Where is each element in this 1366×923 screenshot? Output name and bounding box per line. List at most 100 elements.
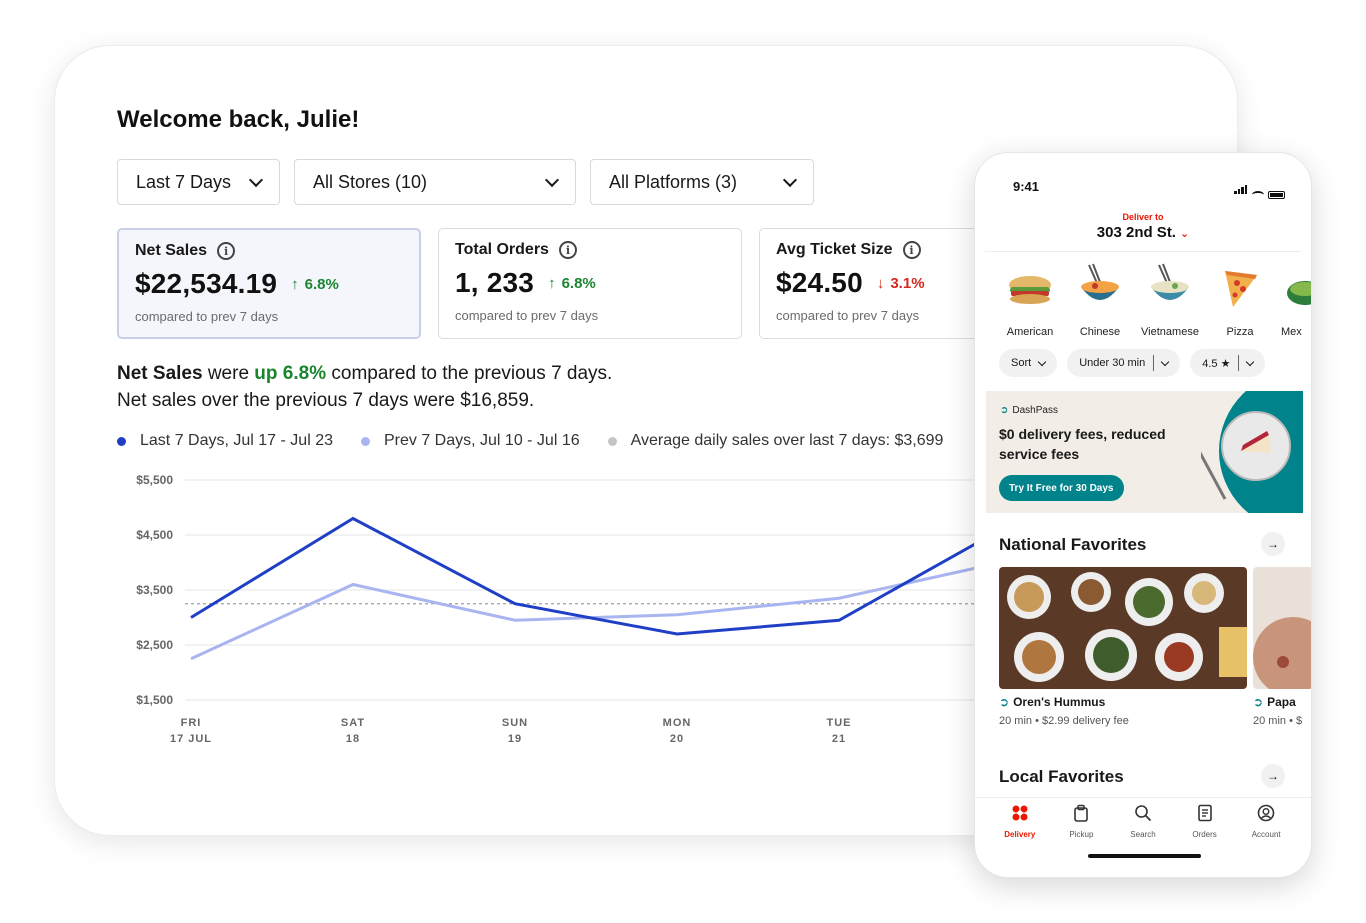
signal-icon	[1234, 181, 1248, 199]
legend-item-previous[interactable]: Prev 7 Days, Jul 10 - Jul 16	[360, 432, 580, 450]
legend-item-average[interactable]: Average daily sales over last 7 days: $3…	[607, 432, 944, 450]
x-tick-day: MON	[663, 717, 692, 729]
x-tick-day: SAT	[341, 717, 365, 729]
address-selector[interactable]: 303 2nd St. ⌄	[975, 224, 1311, 241]
national-favorites-title: National Favorites	[999, 535, 1147, 554]
store-name[interactable]: ➲ Oren's Hummus	[999, 695, 1105, 709]
kpi-card-total-orders[interactable]: Total Orders i 1, 233 ↑ 6.8% compared to p…	[438, 228, 742, 339]
store-image-orens-hummus[interactable]	[999, 567, 1247, 689]
bottom-tab-bar: Delivery Pickup Search Orders Account	[975, 797, 1311, 847]
wifi-icon	[1252, 191, 1264, 199]
pizza-icon	[1225, 271, 1257, 307]
kpi-delta-value: 6.8%	[304, 275, 339, 293]
net-sales-line-chart: $5,500 $4,500 $3,500 $2,500 $1,500 FRI 17 JUL S…	[136, 473, 1037, 745]
dashpass-icon: ➲	[1253, 695, 1264, 709]
orders-icon	[1197, 804, 1212, 822]
summary-suffix: compared to the previous 7 days.	[331, 363, 613, 384]
series-line-current	[190, 516, 1002, 636]
cuisine-chinese[interactable]: Chinese	[1065, 263, 1135, 338]
arrow-right-icon[interactable]: →	[1261, 532, 1285, 556]
tab-delivery[interactable]: Delivery	[993, 798, 1047, 847]
cuisine-mexican[interactable]: Mex	[1275, 263, 1311, 338]
summary-highlight: up 6.8%	[254, 363, 327, 384]
y-tick-label: $4,500	[136, 528, 173, 542]
legend-dot	[117, 436, 126, 446]
dashpass-brand: ➲ DashPass	[1000, 405, 1058, 416]
y-tick-label: $3,500	[136, 583, 173, 597]
date-range-dropdown[interactable]: Last 7 Days	[117, 159, 280, 205]
dashpass-logo-icon: ➲	[1000, 405, 1009, 416]
cuisine-label: Vietnamese	[1141, 326, 1199, 338]
kpi-value: $22,534.19	[135, 268, 278, 299]
store-name[interactable]: ➲ Papa	[1253, 695, 1296, 709]
x-tick-day: SUN	[502, 717, 528, 729]
status-icons	[1234, 181, 1285, 199]
rating-filter-chip[interactable]: 4.5 ★	[1190, 349, 1266, 377]
chevron-down-icon	[1160, 357, 1170, 366]
legend-dot	[360, 436, 370, 446]
promo-cake-illustration	[1201, 391, 1303, 513]
try-free-button[interactable]: Try It Free for 30 Days	[999, 475, 1124, 501]
chip-label: Sort	[1011, 357, 1032, 369]
pickup-icon	[1074, 804, 1089, 822]
dashpass-label: DashPass	[1012, 405, 1058, 416]
welcome-heading: Welcome back, Julie!	[117, 106, 360, 133]
kpi-delta-value: 6.8%	[561, 274, 596, 292]
info-icon[interactable]: i	[902, 241, 921, 259]
x-tick-date: 21	[832, 733, 846, 745]
local-favorites-title: Local Favorites	[999, 767, 1124, 786]
chevron-down-icon	[1246, 357, 1255, 366]
info-icon[interactable]: i	[558, 241, 577, 259]
summary-verb: were	[207, 363, 250, 384]
status-time: 9:41	[1013, 179, 1040, 194]
tab-pickup[interactable]: Pickup	[1054, 798, 1108, 847]
cuisine-pizza[interactable]: Pizza	[1205, 263, 1275, 338]
noodle-bowl-icon	[1081, 263, 1119, 300]
tab-account[interactable]: Account	[1239, 798, 1293, 847]
pho-bowl-icon	[1151, 263, 1189, 300]
divider	[985, 251, 1301, 252]
chip-label: 4.5 ★	[1202, 357, 1231, 370]
store-name-text: Papa	[1267, 695, 1296, 709]
kpi-delta: ↓ 3.1%	[877, 275, 925, 292]
home-indicator	[1088, 854, 1201, 858]
kpi-label: Total Orders	[455, 241, 549, 258]
x-tick-date: 18	[346, 733, 360, 745]
legend-label: Average daily sales over last 7 days: $3…	[630, 432, 944, 449]
y-tick-label: $5,500	[136, 473, 173, 487]
legend-item-current[interactable]: Last 7 Days, Jul 17 - Jul 23	[117, 432, 333, 450]
cuisine-american[interactable]: American	[995, 263, 1065, 338]
tab-label: Orders	[1192, 830, 1217, 839]
summary-metric: Net Sales	[117, 363, 203, 384]
date-range-label: Last 7 Days	[136, 171, 232, 192]
chevron-down-icon	[248, 172, 264, 187]
tab-orders[interactable]: Orders	[1178, 798, 1232, 847]
tab-label: Pickup	[1069, 830, 1094, 839]
chevron-down-icon: ⌄	[1179, 228, 1190, 240]
sandwich-icon	[1009, 276, 1051, 304]
account-icon	[1257, 804, 1275, 822]
kpi-compare-text: compared to prev 7 days	[776, 308, 920, 323]
kpi-card-net-sales[interactable]: Net Sales i $22,534.19 ↑ 6.8% compared to …	[117, 228, 421, 339]
dashpass-icon: ➲	[999, 695, 1010, 709]
chevron-down-icon	[544, 172, 560, 187]
cuisine-vietnamese[interactable]: Vietnamese	[1135, 263, 1205, 338]
arrow-up-icon: ↑	[291, 275, 299, 293]
kpi-delta: ↑ 6.8%	[291, 276, 339, 293]
dashpass-promo-banner[interactable]: ➲ DashPass $0 delivery fees, reduced serv…	[986, 391, 1303, 513]
platforms-dropdown[interactable]: All Platforms (3)	[590, 159, 814, 205]
time-filter-chip[interactable]: Under 30 min	[1067, 349, 1181, 377]
y-tick-label: $2,500	[136, 638, 173, 652]
stores-dropdown[interactable]: All Stores (10)	[294, 159, 576, 205]
tab-search[interactable]: Search	[1116, 798, 1170, 847]
arrow-right-icon[interactable]: →	[1261, 764, 1285, 788]
kpi-compare-text: compared to prev 7 days	[455, 308, 599, 323]
kpi-value: $24.50	[776, 267, 863, 298]
info-icon[interactable]: i	[217, 242, 236, 260]
kpi-delta: ↑ 6.8%	[548, 275, 596, 292]
sort-chip[interactable]: Sort	[999, 349, 1058, 377]
kpi-compare-text: compared to prev 7 days	[135, 309, 279, 324]
legend-dot	[607, 436, 617, 446]
cuisine-carousel: American Chinese Vietnamese	[995, 263, 1311, 338]
store-image-papa[interactable]	[1253, 567, 1312, 689]
